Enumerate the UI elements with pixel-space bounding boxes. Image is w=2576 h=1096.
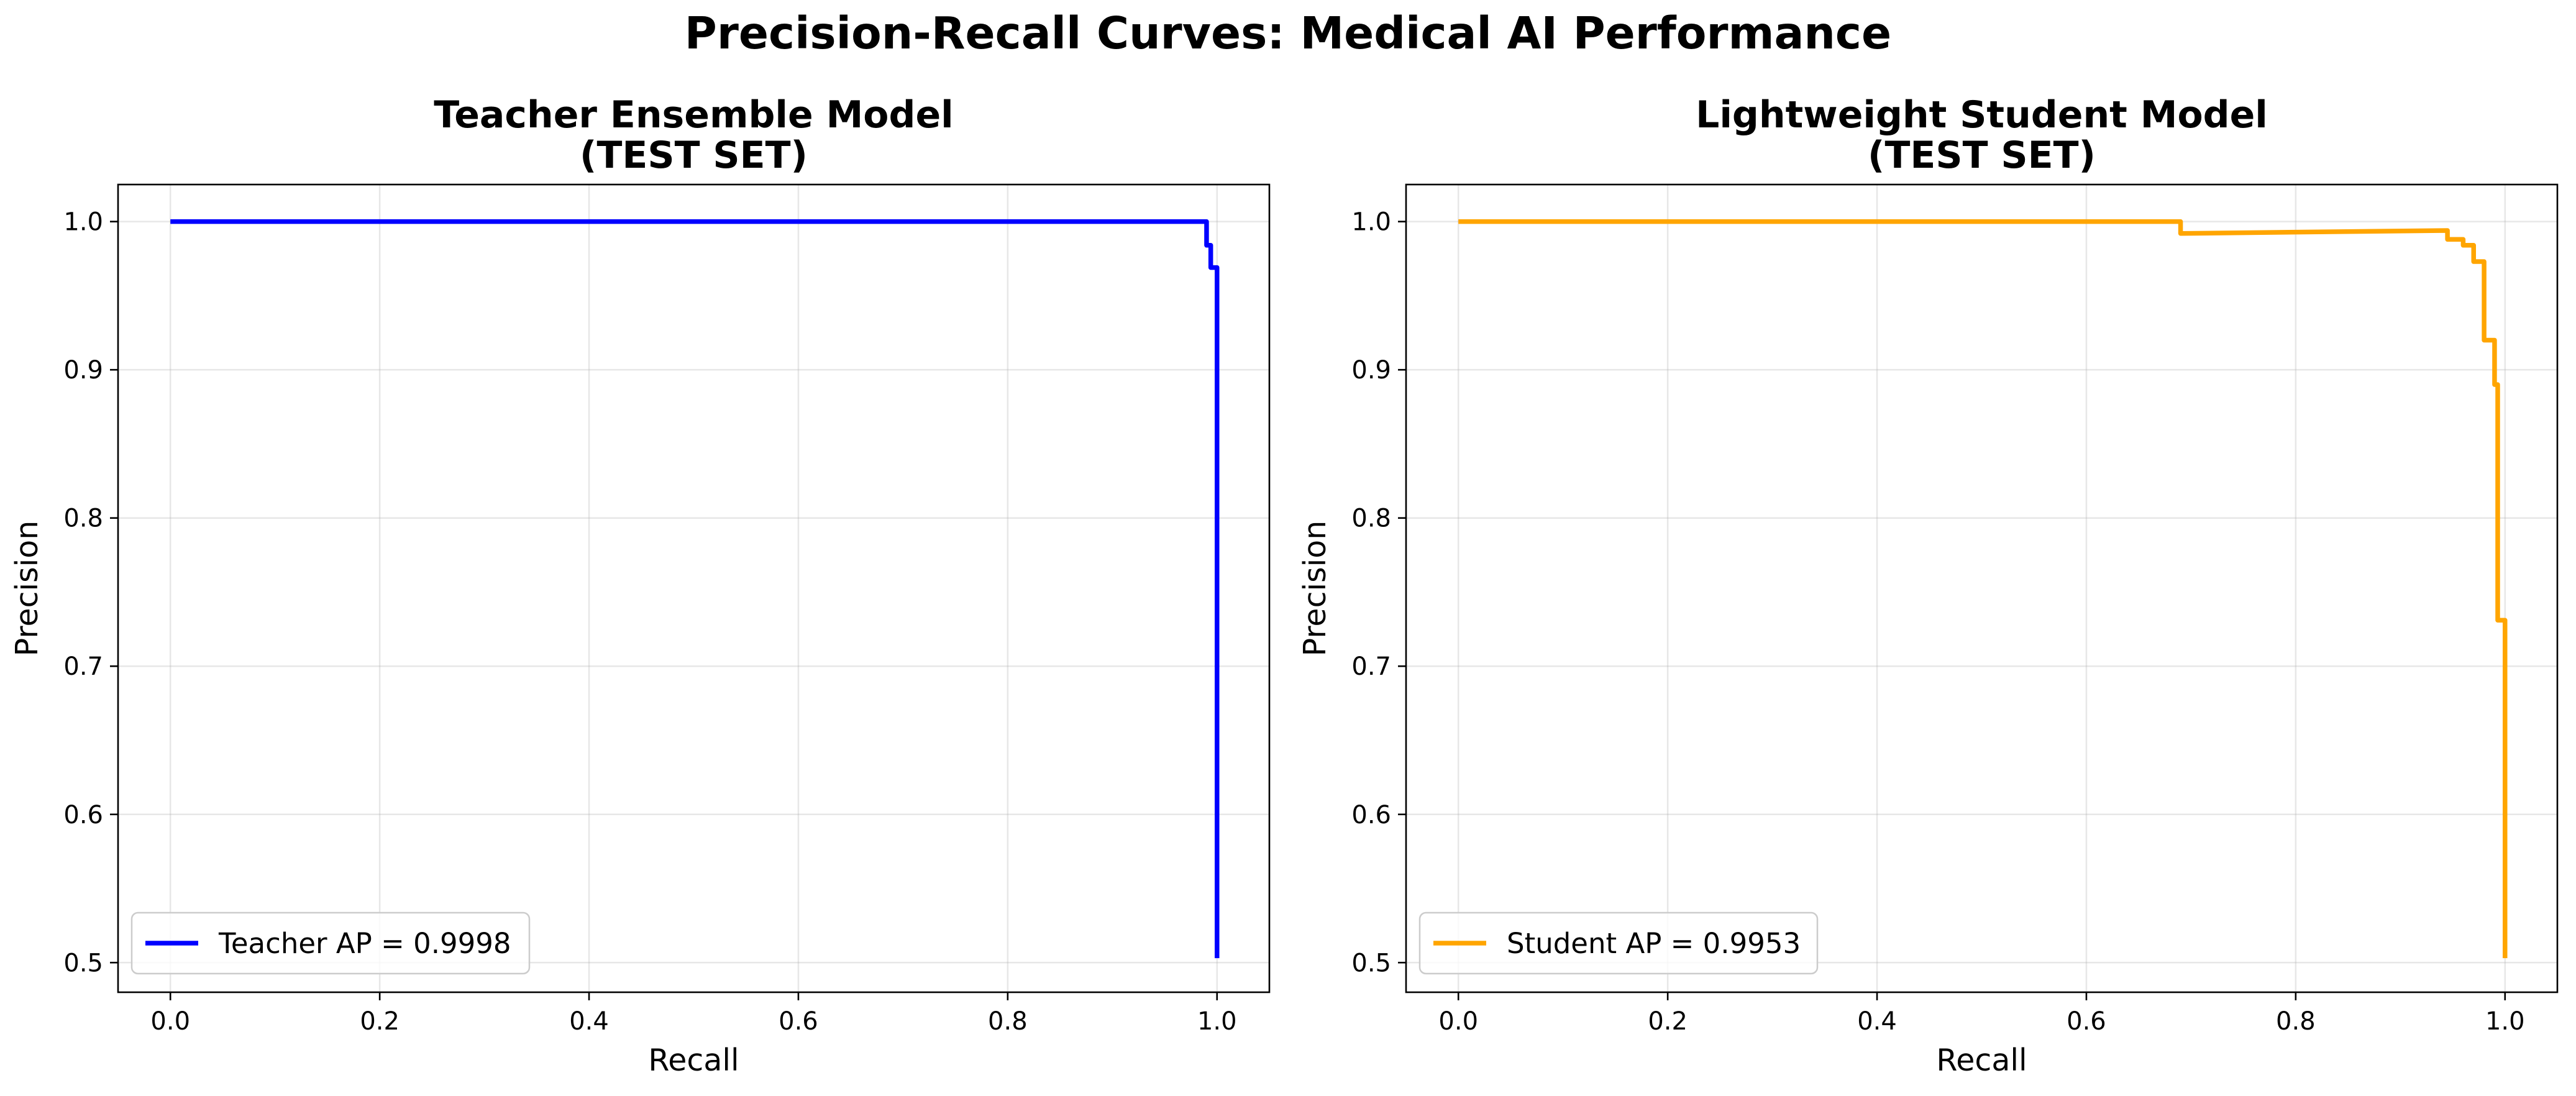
- x-tick-label: 0.2: [1648, 1007, 1688, 1036]
- x-tick-label: 0.6: [779, 1007, 818, 1036]
- x-tick-label: 0.2: [360, 1007, 400, 1036]
- y-axis-label: Precision: [1297, 521, 1333, 657]
- x-tick-label: 1.0: [2485, 1007, 2525, 1036]
- legend-box: [130, 911, 531, 975]
- y-tick-label: 1.0: [1351, 208, 1391, 237]
- grid: [1406, 185, 2557, 992]
- x-tick-label: 0.8: [988, 1007, 1028, 1036]
- legend: Student AP = 0.9953: [1418, 911, 1819, 975]
- legend: Teacher AP = 0.9998: [130, 911, 531, 975]
- legend-box: [1418, 911, 1819, 975]
- x-tick-label: 1.0: [1197, 1007, 1237, 1036]
- y-axis-label: Precision: [9, 521, 45, 657]
- legend-label: Student AP = 0.9953: [1507, 927, 1801, 960]
- y-tick-label: 0.7: [63, 652, 103, 681]
- x-tick-label: 0.8: [2276, 1007, 2316, 1036]
- figure-title: Precision-Recall Curves: Medical AI Perf…: [685, 7, 1891, 59]
- x-axis-label: Recall: [648, 1043, 739, 1078]
- y-tick-label: 0.5: [63, 949, 103, 977]
- grid: [118, 185, 1269, 992]
- plot-frame: [117, 183, 1271, 993]
- x-tick-label: 0.0: [1438, 1007, 1478, 1036]
- y-tick-label: 0.7: [1351, 652, 1391, 681]
- y-tick-label: 0.9: [63, 356, 103, 385]
- y-tick-label: 0.6: [1351, 801, 1391, 829]
- panel-subtitle: (TEST SET): [580, 134, 808, 177]
- y-tick-label: 0.5: [1351, 949, 1391, 977]
- x-tick-label: 0.6: [2067, 1007, 2106, 1036]
- y-tick-label: 0.6: [63, 801, 103, 829]
- y-tick-label: 0.8: [1351, 505, 1391, 533]
- x-axis-label: Recall: [1936, 1043, 2027, 1078]
- panel-subtitle: (TEST SET): [1868, 134, 2096, 177]
- x-tick-label: 0.0: [150, 1007, 190, 1036]
- panel-title: Lightweight Student Model: [1696, 93, 2268, 137]
- legend-label: Teacher AP = 0.9998: [218, 927, 511, 960]
- x-tick-label: 0.4: [1857, 1007, 1897, 1036]
- series-line: [1458, 219, 2508, 959]
- panels-group: Teacher Ensemble Model(TEST SET)0.0 0.2 0.…: [9, 93, 2559, 1078]
- plot-frame: [1405, 183, 2559, 993]
- x-tick-label: 0.4: [569, 1007, 609, 1036]
- chart-panel-1: Teacher Ensemble Model(TEST SET) 0.0 0.2 0.…: [9, 93, 1271, 1078]
- chart-panel-2: Lightweight Student Model(TEST SET) 0.0 0.…: [1297, 93, 2559, 1078]
- y-tick-label: 1.0: [63, 208, 103, 237]
- y-tick-label: 0.9: [1351, 356, 1391, 385]
- y-tick-label: 0.8: [63, 505, 103, 533]
- series-line: [170, 219, 1220, 959]
- panel-title: Teacher Ensemble Model: [434, 93, 953, 137]
